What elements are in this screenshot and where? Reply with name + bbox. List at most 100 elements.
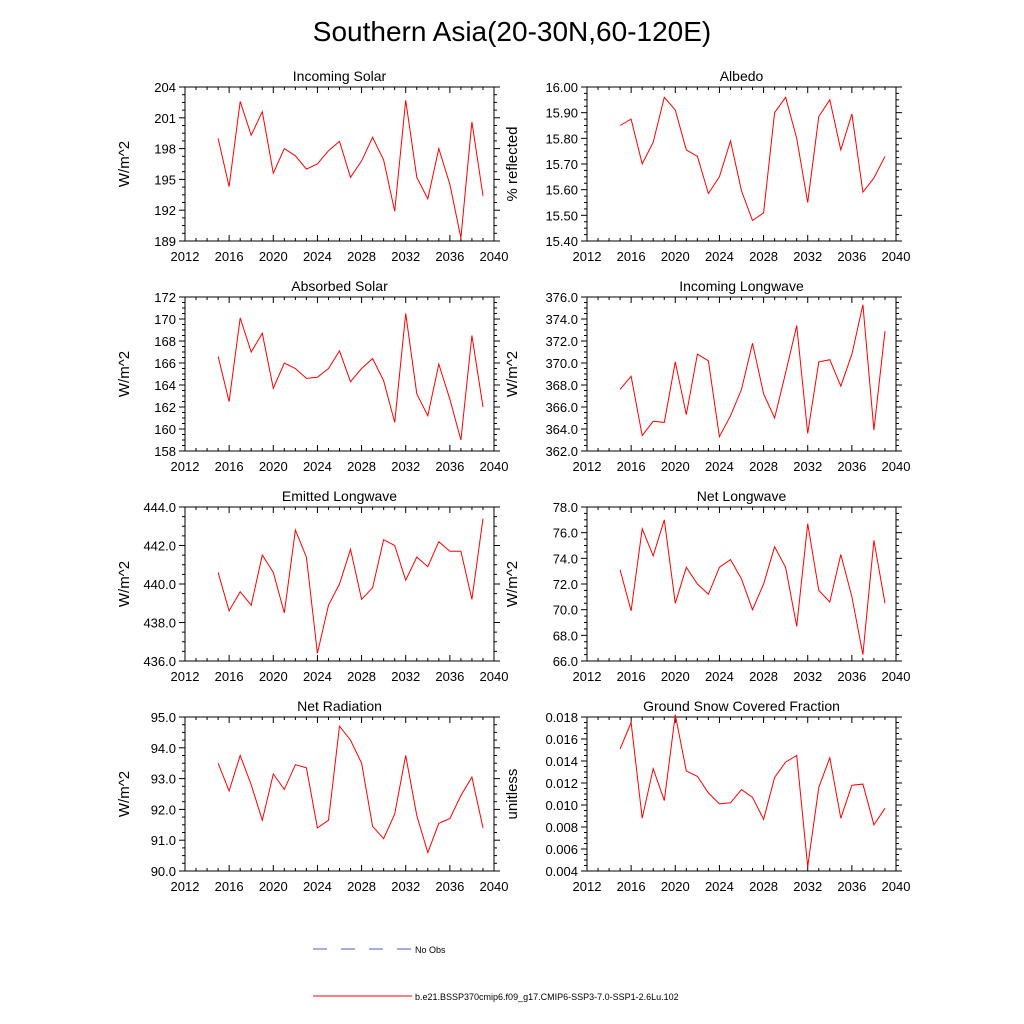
x-tick-label: 2036	[435, 459, 464, 474]
x-tick-label: 2032	[391, 669, 420, 684]
y-tick-label: 195	[154, 172, 176, 187]
y-tick-label: 93.0	[151, 772, 176, 787]
x-tick-label: 2016	[617, 669, 646, 684]
x-tick-label: 2020	[661, 879, 690, 894]
panel-4: Emitted Longwave 2012 2016 2020 2024 2028 2032…	[116, 488, 508, 684]
y-axis-label: W/m^2	[504, 561, 521, 607]
x-tick-label: 2032	[391, 879, 420, 894]
panel-2: Absorbed Solar 2012 2016 2020 2024 2028 2032 20…	[116, 278, 508, 474]
x-tick-label: 2032	[793, 879, 822, 894]
y-tick-label: 0.010	[545, 798, 578, 813]
x-tick-label: 2028	[749, 249, 778, 264]
y-tick-label: 70.0	[553, 603, 578, 618]
y-tick-label: 204	[154, 80, 176, 95]
x-tick-label: 2036	[837, 879, 866, 894]
panel-5: Net Longwave 2012 2016 2020 2024 2028 2032 2036…	[504, 488, 910, 684]
y-tick-label: 444.0	[143, 500, 176, 515]
y-axis-label: unitless	[504, 769, 521, 820]
y-tick-label: 76.0	[553, 526, 578, 541]
y-tick-label: 168	[154, 334, 176, 349]
x-tick-label: 2016	[215, 669, 244, 684]
x-tick-label: 2028	[749, 459, 778, 474]
panel-0: Incoming Solar 2012 2016 2020 2024 2028 2032 20…	[116, 68, 508, 264]
plot-frame	[184, 296, 495, 452]
x-tick-label: 2024	[303, 669, 332, 684]
y-tick-label: 15.40	[545, 234, 578, 249]
x-tick-label: 2020	[259, 879, 288, 894]
y-tick-label: 160	[154, 422, 176, 437]
x-tick-label: 2020	[661, 459, 690, 474]
x-tick-label: 2040	[480, 249, 509, 264]
x-tick-label: 2028	[347, 459, 376, 474]
x-tick-label: 2012	[171, 459, 200, 474]
x-tick-label: 2016	[215, 249, 244, 264]
x-tick-label: 2028	[347, 669, 376, 684]
x-tick-label: 2028	[347, 249, 376, 264]
x-tick-label: 2040	[480, 459, 509, 474]
x-tick-label: 2020	[661, 249, 690, 264]
x-tick-label: 2016	[617, 459, 646, 474]
x-tick-label: 2024	[705, 249, 734, 264]
x-tick-label: 2040	[882, 249, 911, 264]
x-tick-label: 2028	[749, 879, 778, 894]
y-tick-label: 0.016	[545, 732, 578, 747]
x-tick-label: 2020	[259, 669, 288, 684]
y-axis-label: W/m^2	[116, 351, 133, 397]
x-tick-label: 2040	[480, 669, 509, 684]
y-tick-label: 78.0	[553, 500, 578, 515]
y-axis-label: W/m^2	[116, 561, 133, 607]
x-tick-label: 2024	[303, 249, 332, 264]
x-tick-label: 2024	[303, 459, 332, 474]
plot-frame	[586, 506, 897, 662]
y-tick-label: 95.0	[151, 710, 176, 725]
y-tick-label: 15.60	[545, 183, 578, 198]
panel-title: Incoming Longwave	[679, 278, 804, 294]
panel-1: Albedo 2012 2016 2020 2024 2028 2032 2036 2040 15…	[504, 68, 910, 264]
panel-7: Ground Snow Covered Fraction 2012 2016 2020…	[504, 698, 910, 894]
x-tick-label: 2024	[303, 879, 332, 894]
x-tick-label: 2032	[793, 669, 822, 684]
x-tick-label: 2024	[705, 879, 734, 894]
x-tick-label: 2016	[215, 459, 244, 474]
x-tick-label: 2036	[435, 669, 464, 684]
y-tick-label: 374.0	[545, 312, 578, 327]
x-tick-label: 2036	[837, 669, 866, 684]
y-tick-label: 74.0	[553, 551, 578, 566]
y-tick-label: 91.0	[151, 833, 176, 848]
y-axis-label: W/m^2	[116, 771, 133, 817]
y-tick-label: 15.70	[545, 157, 578, 172]
x-tick-label: 2032	[391, 459, 420, 474]
legend: No Obs b.e21.BSSP370cmip6.f09_g17.CMIP6-…	[313, 945, 679, 1002]
series-line	[619, 96, 886, 222]
y-tick-label: 366.0	[545, 400, 578, 415]
panel-title: Absorbed Solar	[291, 278, 388, 294]
panel-title: Albedo	[720, 68, 764, 84]
series-line	[619, 304, 886, 439]
x-tick-label: 2012	[171, 669, 200, 684]
x-tick-label: 2036	[837, 459, 866, 474]
x-tick-label: 2016	[617, 879, 646, 894]
y-tick-label: 68.0	[553, 628, 578, 643]
x-tick-label: 2024	[705, 459, 734, 474]
y-tick-label: 364.0	[545, 422, 578, 437]
y-tick-label: 94.0	[151, 741, 176, 756]
x-tick-label: 2012	[573, 669, 602, 684]
x-tick-label: 2024	[705, 669, 734, 684]
x-tick-label: 2020	[259, 249, 288, 264]
series-line	[217, 724, 484, 855]
x-tick-label: 2012	[573, 879, 602, 894]
y-tick-label: 0.018	[545, 710, 578, 725]
y-tick-label: 172	[154, 290, 176, 305]
x-tick-label: 2012	[573, 459, 602, 474]
series-line	[217, 518, 484, 654]
y-tick-label: 158	[154, 444, 176, 459]
x-tick-label: 2032	[391, 249, 420, 264]
panel-title: Net Radiation	[297, 698, 382, 714]
y-tick-label: 201	[154, 111, 176, 126]
y-tick-label: 368.0	[545, 378, 578, 393]
x-tick-label: 2040	[480, 879, 509, 894]
y-tick-label: 90.0	[151, 864, 176, 879]
y-tick-label: 170	[154, 312, 176, 327]
y-tick-label: 189	[154, 234, 176, 249]
